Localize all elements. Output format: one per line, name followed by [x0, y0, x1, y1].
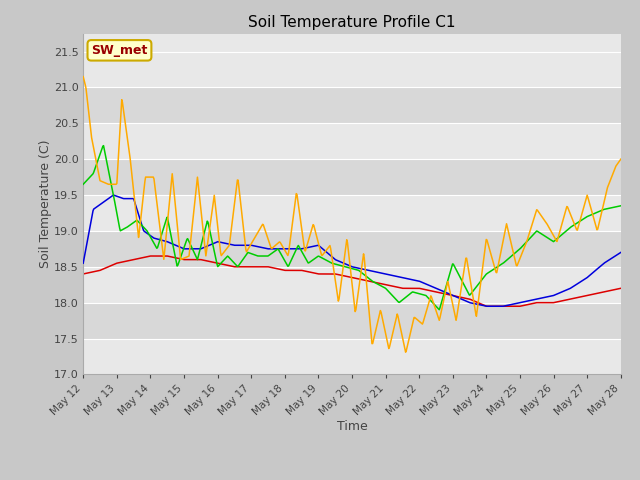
Bar	[83, 51, 621, 87]
Bar	[83, 159, 621, 195]
Bar	[83, 87, 621, 123]
Bar	[83, 267, 621, 303]
Bar	[83, 123, 621, 159]
Text: SW_met: SW_met	[92, 44, 148, 57]
X-axis label: Time: Time	[337, 420, 367, 433]
Bar	[83, 303, 621, 338]
Y-axis label: Soil Temperature (C): Soil Temperature (C)	[38, 140, 51, 268]
Bar	[83, 195, 621, 231]
Bar	[83, 338, 621, 374]
Title: Soil Temperature Profile C1: Soil Temperature Profile C1	[248, 15, 456, 30]
Bar	[83, 231, 621, 267]
